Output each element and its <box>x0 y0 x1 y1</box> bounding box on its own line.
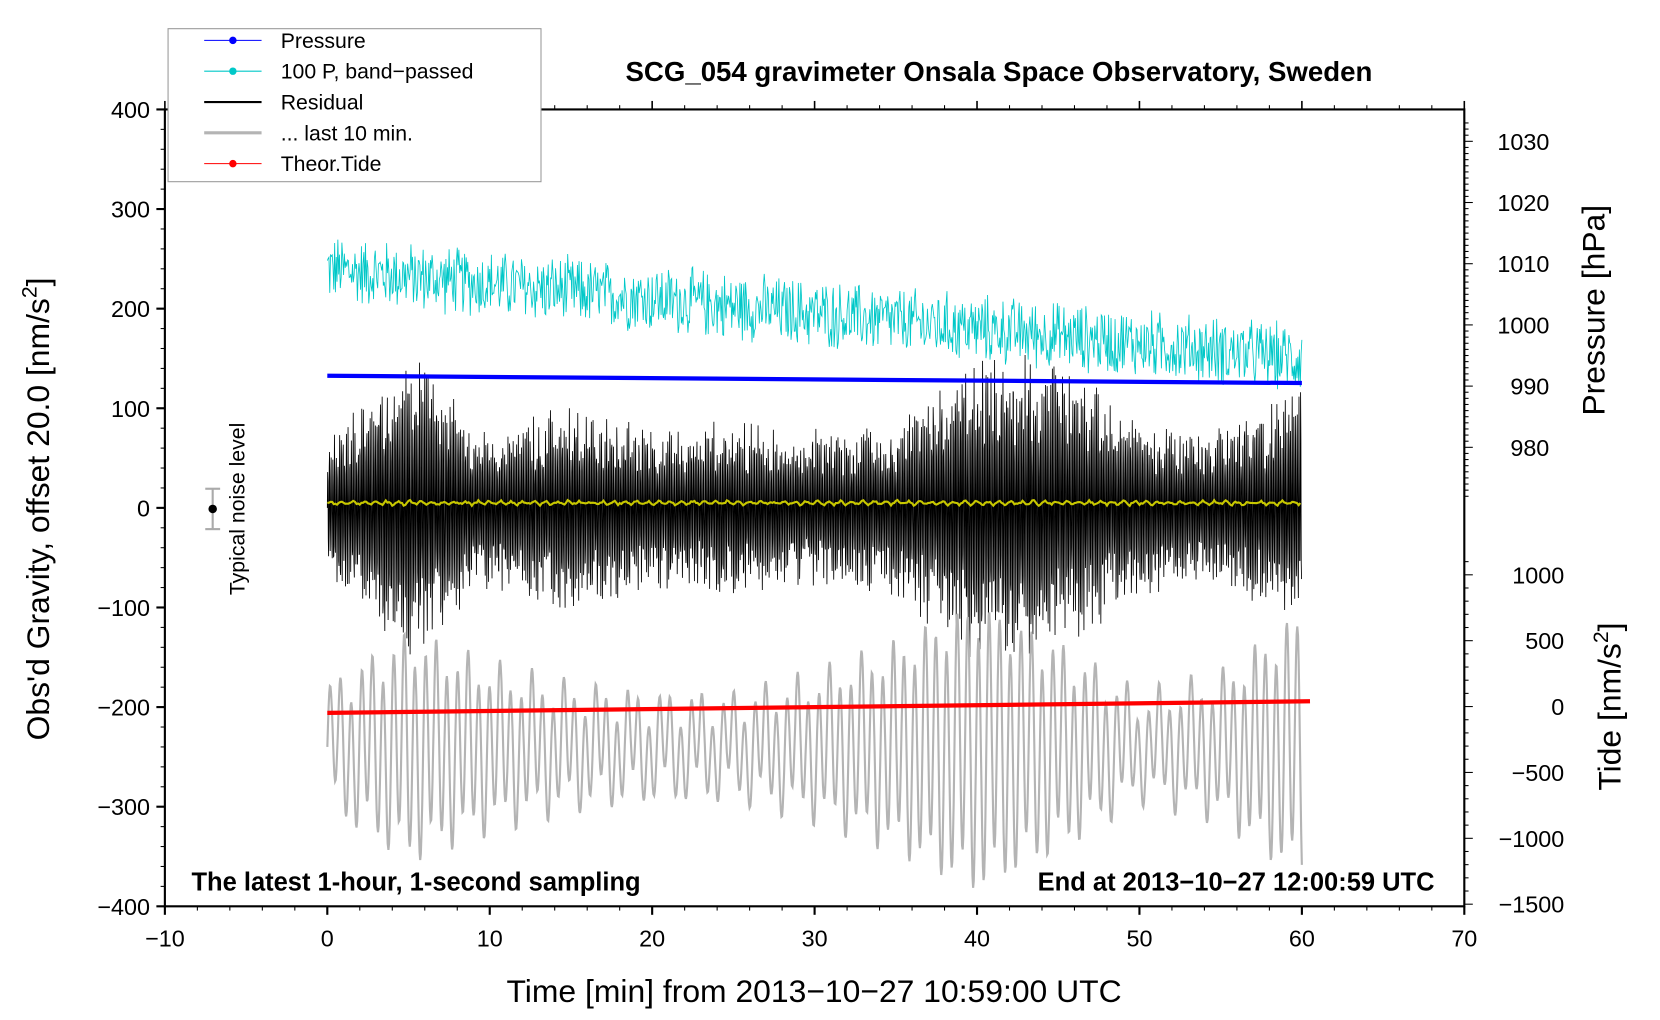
x-tick-label: 30 <box>802 926 828 952</box>
y-tick-label: 200 <box>111 296 150 322</box>
series-last-10-min <box>326 612 1303 888</box>
legend-label: ... last 10 min. <box>281 121 413 145</box>
y2-tick-label: 1020 <box>1497 190 1549 216</box>
y-tick-label: −100 <box>97 595 150 621</box>
legend-marker <box>229 36 237 45</box>
series-residual-smoothed <box>327 498 1302 508</box>
annotation-right: End at 2013−10−27 12:00:59 UTC <box>1038 868 1435 896</box>
y-tick-label: −400 <box>97 894 150 920</box>
y-axis-label: Obs'd Gravity, offset 20.0 [nm/s2] <box>17 277 56 740</box>
series-residual <box>326 354 1302 657</box>
y3-tick-label: −500 <box>1512 760 1565 786</box>
y3-tick-label: 1000 <box>1512 562 1564 588</box>
y-tick-label: −200 <box>97 695 150 721</box>
x-tick-label: 20 <box>639 926 665 952</box>
x-tick-label: 40 <box>964 926 990 952</box>
noise-indicator: Typical noise level <box>205 423 250 595</box>
axis-ticks: −10 0 10 20 30 40 50 60 704003002001000−100−200−… <box>97 97 1564 952</box>
x-tick-label: 10 <box>477 926 503 952</box>
y2-tick-label: 980 <box>1510 435 1549 461</box>
y2-tick-label: 1030 <box>1497 129 1549 155</box>
y2-axis-label: Pressure [hPa] <box>1576 205 1612 416</box>
series-bandpassed-pressure <box>326 239 1303 390</box>
y-tick-label: 100 <box>111 396 150 422</box>
annotation-left: The latest 1-hour, 1-second sampling <box>191 868 640 896</box>
x-tick-label: −10 <box>145 926 185 952</box>
legend-marker <box>229 159 237 168</box>
series-theoretical-tide <box>327 699 1311 716</box>
y2-tick-label: 990 <box>1510 374 1549 400</box>
chart-title: SCG_054 gravimeter Onsala Space Observat… <box>626 56 1373 87</box>
legend-label: Pressure <box>281 29 366 53</box>
x-tick-label: 0 <box>321 926 334 952</box>
legend-label: Residual <box>281 90 364 114</box>
x-axis-label: Time [min] from 2013−10−27 10:59:00 UTC <box>507 973 1122 1009</box>
y-tick-label: 400 <box>111 97 150 123</box>
y3-tick-label: 500 <box>1525 628 1564 654</box>
x-tick-label: 70 <box>1451 926 1477 952</box>
y-tick-label: −300 <box>97 794 150 820</box>
y-tick-label: 0 <box>137 495 150 521</box>
legend-marker <box>229 67 237 75</box>
y2-tick-label: 1010 <box>1497 251 1549 277</box>
y3-tick-label: −1500 <box>1499 892 1565 918</box>
series-layer <box>326 239 1311 888</box>
y2-tick-label: 1000 <box>1497 312 1549 338</box>
legend: Pressure 100 P, band−passed Residual ... la… <box>167 28 542 183</box>
series-pressure <box>327 373 1302 386</box>
y3-tick-label: −1000 <box>1499 826 1565 852</box>
y3-axis-label: Tide [nm/s2] <box>1589 622 1628 790</box>
noise-label: Typical noise level <box>226 423 250 595</box>
x-tick-label: 50 <box>1126 926 1152 952</box>
y3-tick-label: 0 <box>1551 694 1564 720</box>
y-tick-label: 300 <box>111 197 150 223</box>
legend-label: 100 P, band−passed <box>281 60 474 84</box>
legend-label: Theor.Tide <box>281 152 382 176</box>
x-tick-label: 60 <box>1289 926 1315 952</box>
